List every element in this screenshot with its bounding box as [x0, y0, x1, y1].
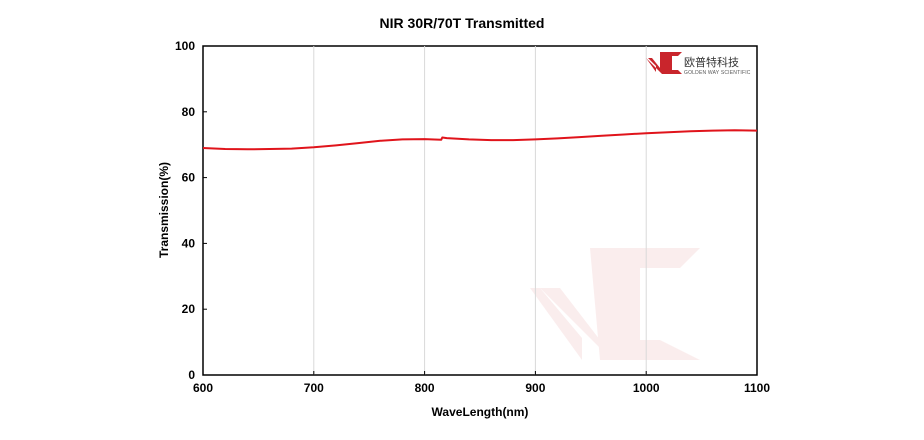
y-tick-label: 40 [182, 236, 196, 250]
logo-mark-icon [632, 52, 682, 74]
series-layer [202, 129, 758, 151]
chart-title: NIR 30R/70T Transmitted [380, 15, 545, 31]
x-tick-label: 600 [193, 381, 213, 395]
x-tick-label: 700 [304, 381, 324, 395]
brand-logo: 欧普特科技 GOLDEN WAY SCIENTIFIC [632, 52, 751, 76]
logo-subtitle: GOLDEN WAY SCIENTIFIC [684, 70, 751, 76]
y-tick-label: 80 [182, 105, 196, 119]
x-tick-label: 800 [415, 381, 435, 395]
logo-name: 欧普特科技 [684, 55, 739, 69]
watermark-logo [470, 248, 700, 360]
grid [313, 46, 647, 375]
x-tick-label: 1000 [633, 381, 660, 395]
y-tick-label: 20 [182, 302, 196, 316]
x-axis-label: WaveLength(nm) [432, 405, 529, 419]
y-tick-label: 0 [188, 368, 195, 382]
plot-area [202, 45, 758, 376]
y-tick-label: 100 [175, 39, 195, 53]
y-axis-label: Transmission(%) [157, 162, 171, 258]
x-tick-label: 1100 [744, 381, 770, 395]
y-tick-label: 60 [182, 171, 196, 185]
axis-ticks: 600 700 800 900 1000 1100 0 20 40 60 80 100 [175, 39, 770, 395]
series-line [202, 129, 758, 151]
x-tick-label: 900 [525, 381, 545, 395]
